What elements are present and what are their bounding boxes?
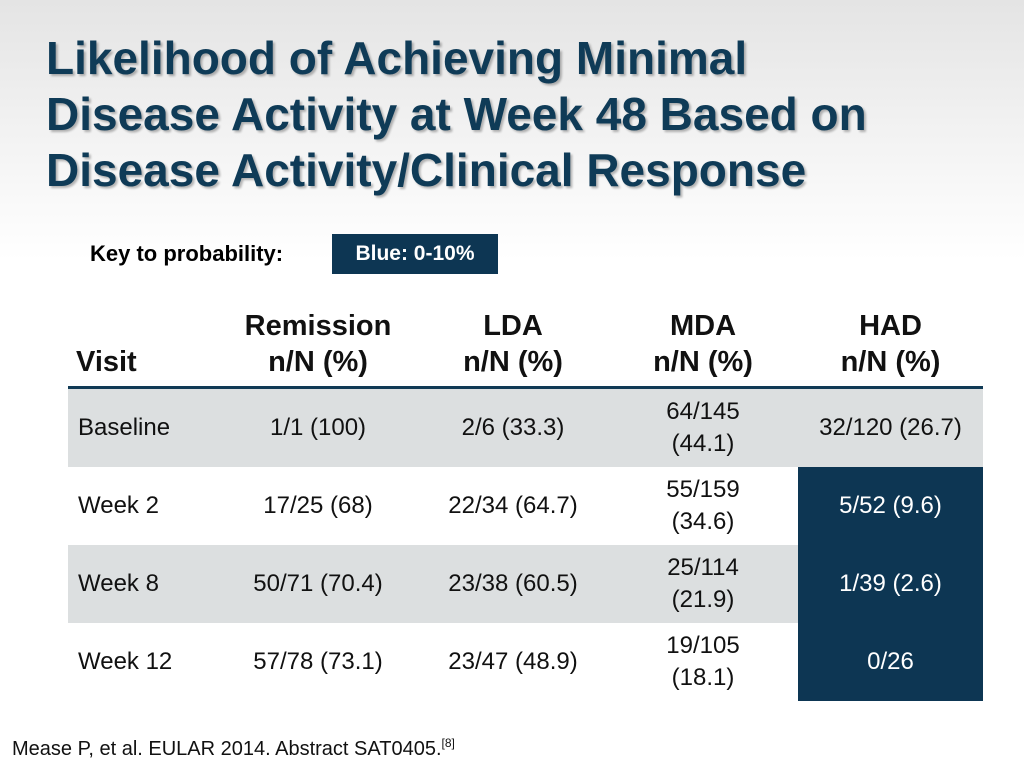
header-had: HAD n/N (%) — [798, 300, 983, 389]
header-lda-line-1: LDA — [483, 310, 543, 342]
slide-title: Likelihood of Achieving Minimal Disease … — [46, 30, 1006, 198]
cell-remission: 17/25 (68) — [263, 492, 373, 519]
header-mda: MDA n/N (%) — [608, 300, 798, 389]
header-mda-line-1: MDA — [669, 310, 737, 342]
cell-mda-count: 25/114 — [667, 554, 739, 581]
table-row-week-2: Week 2 17/25 (68) 22/34 (64.7) 55/159 (3… — [68, 467, 983, 545]
table-row-week-12: Week 12 57/78 (73.1) 23/47 (48.9) 19/105… — [68, 623, 983, 701]
cell-had-highlighted: 0/26 — [798, 623, 983, 701]
cell-lda: 23/47 (48.9) — [448, 648, 578, 675]
slide-title-line-2: Disease Activity at Week 48 Based on — [46, 88, 867, 140]
cell-visit: Week 12 — [78, 648, 173, 675]
cell-visit: Week 8 — [68, 545, 218, 623]
cell-mda: 55/159 (34.6) — [608, 467, 798, 545]
probability-key-label: Key to probability: — [90, 241, 284, 266]
header-lda-line-2: n/N (%) — [463, 346, 563, 378]
slide-title-line-3: Disease Activity/Clinical Response — [46, 144, 807, 196]
table-header-row: Visit Remission n/N (%) LDA n/N (%) MDA … — [68, 300, 983, 389]
citation: Mease P, et al. EULAR 2014. Abstract SAT… — [12, 736, 455, 761]
mda-likelihood-table: Visit Remission n/N (%) LDA n/N (%) MDA … — [68, 300, 983, 701]
cell-mda-count: 55/159 — [666, 476, 740, 503]
header-lda: LDA n/N (%) — [418, 300, 608, 389]
header-had-line-2: n/N (%) — [840, 346, 941, 378]
cell-mda-percent: (34.6) — [671, 508, 735, 535]
cell-had-highlighted: 5/52 (9.6) — [798, 467, 983, 545]
cell-lda: 23/38 (60.5) — [418, 545, 608, 623]
cell-remission: 50/71 (70.4) — [218, 545, 418, 623]
header-remission-line-2: n/N (%) — [268, 346, 368, 378]
header-mda-line-2: n/N (%) — [653, 346, 753, 378]
probability-key-badge: Blue: 0-10% — [332, 234, 498, 274]
header-visit-line-2: Visit — [76, 346, 137, 378]
slide-title-line-1: Likelihood of Achieving Minimal — [46, 32, 748, 84]
cell-lda: 22/34 (64.7) — [448, 492, 578, 519]
table-row-week-8: Week 8 50/71 (70.4) 23/38 (60.5) 25/114 … — [68, 545, 983, 623]
citation-text: Mease P, et al. EULAR 2014. Abstract SAT… — [12, 738, 442, 760]
cell-mda-percent: (21.9) — [671, 586, 735, 613]
header-visit: Visit — [68, 300, 218, 389]
cell-remission: 57/78 (73.1) — [253, 648, 383, 675]
cell-had: 32/120 (26.7) — [798, 387, 983, 467]
table-row-baseline: Baseline 1/1 (100) 2/6 (33.3) 64/145 (44… — [68, 387, 983, 467]
cell-remission: 1/1 (100) — [218, 387, 418, 467]
cell-visit: Week 2 — [78, 492, 159, 519]
cell-lda: 2/6 (33.3) — [418, 387, 608, 467]
header-remission-line-1: Remission — [244, 310, 392, 342]
cell-mda-percent: (18.1) — [671, 664, 735, 691]
header-had-line-1: HAD — [859, 310, 922, 342]
citation-reference: [8] — [441, 736, 455, 750]
cell-mda-count: 64/145 — [666, 398, 740, 425]
header-remission: Remission n/N (%) — [218, 300, 418, 389]
cell-mda-count: 19/105 — [666, 632, 740, 659]
cell-mda-percent: (44.1) — [671, 430, 735, 457]
cell-mda: 25/114 (21.9) — [608, 545, 798, 623]
cell-mda: 64/145 (44.1) — [608, 387, 798, 467]
cell-visit: Baseline — [68, 387, 218, 467]
cell-mda: 19/105 (18.1) — [608, 623, 798, 701]
cell-had-highlighted: 1/39 (2.6) — [798, 545, 983, 623]
